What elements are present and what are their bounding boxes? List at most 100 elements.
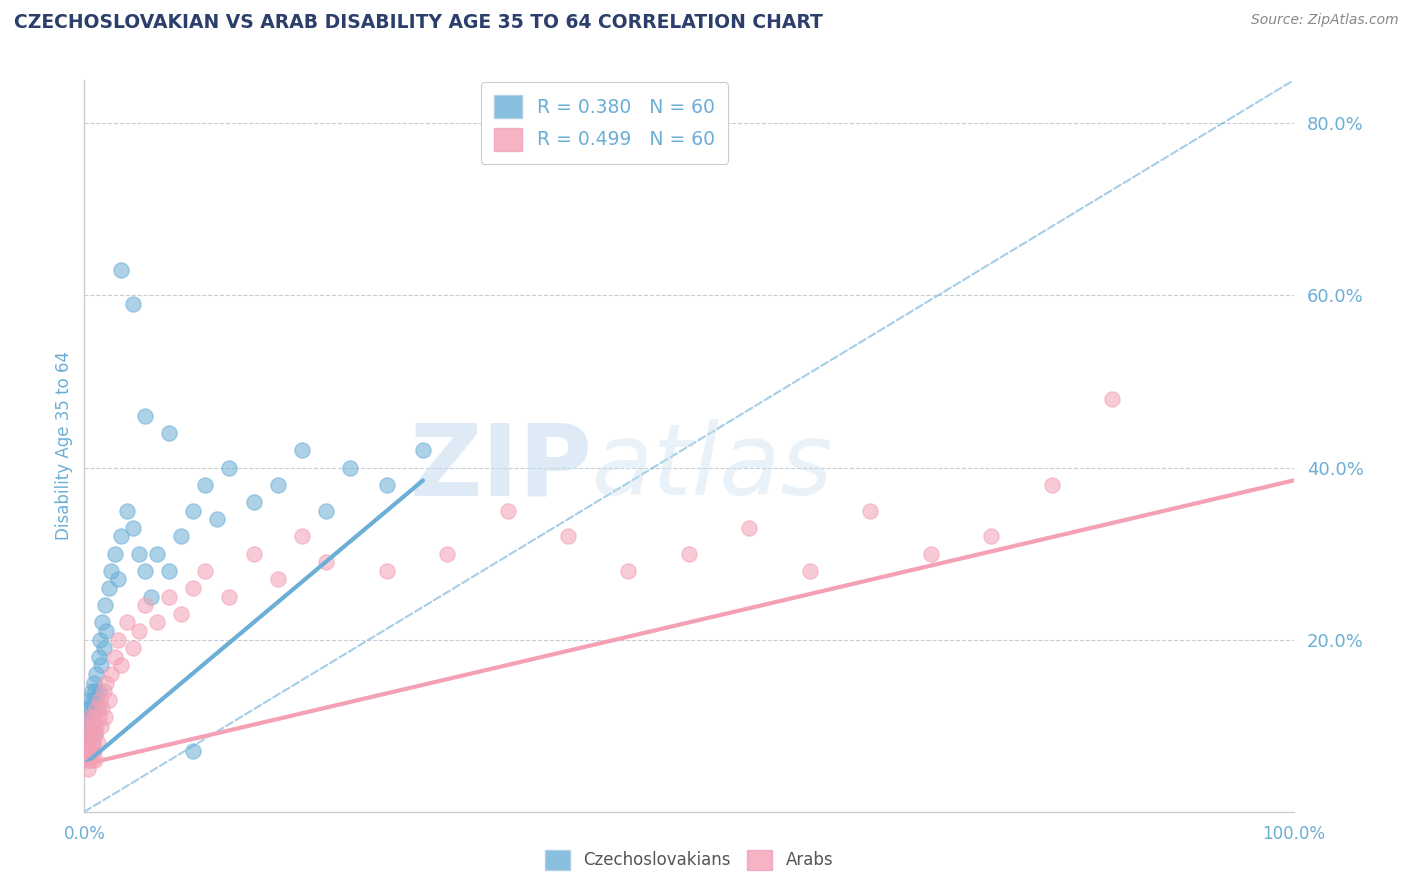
Point	[90, 658, 112, 673]
Point	[82, 736, 104, 750]
Point	[100, 564, 122, 578]
Point	[83, 710, 105, 724]
Point	[121, 641, 143, 656]
Point	[82, 693, 104, 707]
Point	[799, 564, 821, 578]
Point	[82, 736, 104, 750]
Point	[90, 719, 112, 733]
Point	[76, 736, 98, 750]
Point	[128, 547, 150, 561]
Point	[77, 693, 100, 707]
Point	[87, 684, 110, 698]
Point	[110, 529, 132, 543]
Point	[218, 460, 240, 475]
Point	[80, 727, 103, 741]
Point	[87, 710, 110, 724]
Point	[170, 607, 193, 621]
Point	[139, 590, 162, 604]
Point	[84, 727, 107, 741]
Point	[557, 529, 579, 543]
Point	[77, 736, 100, 750]
Point	[146, 547, 169, 561]
Point	[181, 581, 204, 595]
Point	[134, 409, 156, 423]
Point	[83, 675, 105, 690]
Point	[194, 564, 217, 578]
Point	[128, 624, 150, 638]
Point	[93, 641, 115, 656]
Point	[678, 547, 700, 561]
Point	[97, 693, 120, 707]
Point	[84, 684, 107, 698]
Point	[76, 719, 98, 733]
Point	[100, 667, 122, 681]
Point	[77, 701, 100, 715]
Point	[121, 521, 143, 535]
Point	[115, 503, 138, 517]
Point	[436, 547, 458, 561]
Point	[93, 684, 115, 698]
Point	[79, 727, 101, 741]
Point	[94, 675, 117, 690]
Point	[84, 727, 107, 741]
Point	[76, 736, 98, 750]
Text: ZIP: ZIP	[409, 419, 592, 516]
Point	[134, 564, 156, 578]
Point	[1101, 392, 1123, 406]
Point	[242, 547, 264, 561]
Point	[91, 615, 114, 630]
Point	[86, 667, 108, 681]
Text: CZECHOSLOVAKIAN VS ARAB DISABILITY AGE 35 TO 64 CORRELATION CHART: CZECHOSLOVAKIAN VS ARAB DISABILITY AGE 3…	[14, 13, 823, 32]
Point	[110, 658, 132, 673]
Point	[291, 529, 314, 543]
Point	[83, 701, 105, 715]
Point	[104, 547, 127, 561]
Point	[104, 649, 127, 664]
Point	[94, 710, 117, 724]
Point	[77, 727, 100, 741]
Point	[77, 744, 100, 758]
Point	[79, 719, 101, 733]
Point	[980, 529, 1002, 543]
Point	[82, 719, 104, 733]
Point	[94, 598, 117, 612]
Point	[115, 615, 138, 630]
Point	[496, 503, 519, 517]
Point	[920, 547, 942, 561]
Point	[77, 719, 100, 733]
Point	[315, 503, 337, 517]
Point	[86, 693, 108, 707]
Point	[80, 684, 103, 698]
Point	[121, 297, 143, 311]
Point	[82, 719, 104, 733]
Point	[157, 426, 180, 441]
Point	[267, 477, 290, 491]
Point	[194, 477, 217, 491]
Point	[110, 262, 132, 277]
Point	[80, 710, 103, 724]
Point	[97, 581, 120, 595]
Point	[89, 632, 111, 647]
Point	[89, 693, 111, 707]
Text: atlas: atlas	[592, 419, 834, 516]
Point	[77, 744, 100, 758]
Point	[76, 753, 98, 767]
Point	[86, 736, 108, 750]
Point	[267, 573, 290, 587]
Point	[77, 727, 100, 741]
Point	[79, 701, 101, 715]
Point	[375, 477, 398, 491]
Point	[79, 736, 101, 750]
Point	[375, 564, 398, 578]
Point	[1040, 477, 1063, 491]
Point	[83, 744, 105, 758]
Point	[218, 590, 240, 604]
Point	[242, 495, 264, 509]
Point	[157, 564, 180, 578]
Y-axis label: Disability Age 35 to 64: Disability Age 35 to 64	[55, 351, 73, 541]
Point	[170, 529, 193, 543]
Point	[157, 590, 180, 604]
Text: Source: ZipAtlas.com: Source: ZipAtlas.com	[1251, 13, 1399, 28]
Point	[86, 701, 108, 715]
Point	[339, 460, 361, 475]
